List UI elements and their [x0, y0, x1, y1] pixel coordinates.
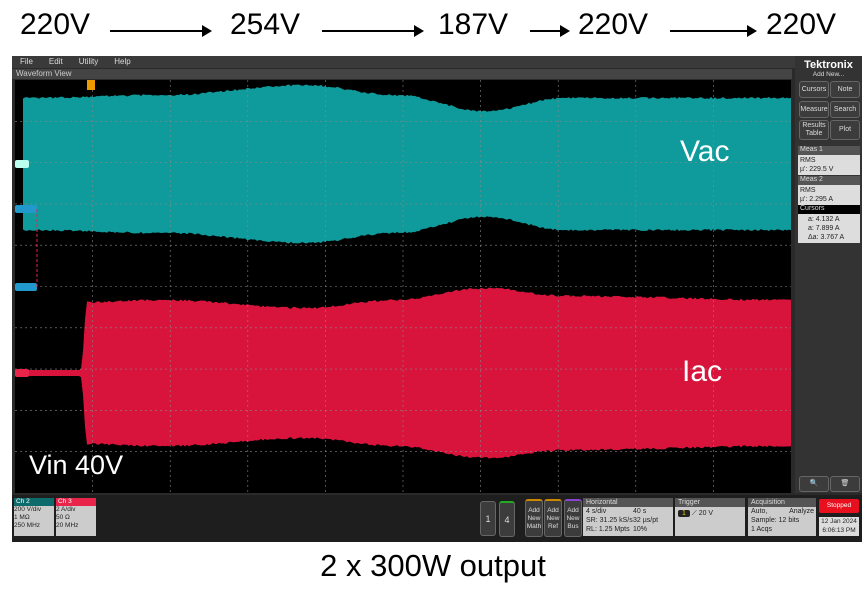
- note-button[interactable]: Note: [830, 81, 860, 98]
- trigger-panel[interactable]: Trigger 1 ⟋ 20 V: [675, 498, 745, 536]
- voltage-step-5: 220V: [766, 8, 836, 42]
- voltage-step-4: 220V: [578, 8, 648, 42]
- voltage-step-3: 187V: [438, 8, 508, 42]
- meas2-box[interactable]: RMS µ': 2.295 A: [798, 185, 860, 205]
- menu-utility[interactable]: Utility: [79, 57, 99, 66]
- channel-4-button[interactable]: 4: [499, 501, 515, 537]
- search-button[interactable]: Search: [830, 101, 860, 118]
- zoom-icon[interactable]: 🔍: [799, 476, 829, 492]
- cursor-a-value: a: 4.132 A: [808, 215, 858, 224]
- add-new-label: Add New...: [795, 71, 862, 78]
- voltage-step-2: 254V: [230, 8, 300, 42]
- arrow-icon: [530, 30, 568, 32]
- oscilloscope-screen: File Edit Utility Help Waveform View Vac Ia…: [12, 56, 862, 542]
- right-panel: Tektronix Add New... Cursors Note Measur…: [795, 56, 862, 493]
- meas1-value: µ': 229.5 V: [800, 165, 858, 174]
- trigger-source: 1: [678, 510, 690, 517]
- menu-file[interactable]: File: [20, 57, 33, 66]
- measure-button[interactable]: Measure: [799, 101, 829, 118]
- arrow-icon: [322, 30, 422, 32]
- vin-label: Vin 40V: [29, 450, 123, 481]
- waveform-plot[interactable]: Vac Iac Vin 40V: [15, 80, 791, 493]
- arrow-icon: [110, 30, 210, 32]
- iac-label: Iac: [682, 355, 722, 389]
- trigger-level: 20 V: [699, 510, 713, 517]
- ch2-waveform: [23, 85, 791, 244]
- ch3-badge[interactable]: Ch 32 A/div 50 Ω 20 MHz: [56, 498, 96, 536]
- add-math-button[interactable]: Add New Math: [525, 499, 543, 537]
- meas1-type: RMS: [800, 156, 858, 165]
- cursors-box[interactable]: a: 4.132 Aa: 7.899 A Δa: 3.767 A: [798, 214, 860, 243]
- vac-label: Vac: [680, 135, 729, 169]
- ch2-badge[interactable]: Ch 2 200 V/div 1 MΩ 250 MHz: [14, 498, 54, 536]
- acquisition-panel[interactable]: Acquisition Auto, Sample: 12 bits 1 Acqs A…: [748, 498, 816, 536]
- ch2-marker: [15, 160, 29, 168]
- menu-help[interactable]: Help: [114, 57, 130, 66]
- trash-icon[interactable]: 🗑: [830, 476, 860, 492]
- ch3-marker: [15, 369, 29, 377]
- waveform-svg: [15, 80, 791, 493]
- cursor-delta-value: Δa: 3.767 A: [808, 233, 858, 242]
- meas2-header[interactable]: Meas 2: [798, 176, 860, 185]
- cursor-b-marker: [15, 283, 37, 291]
- cursor-a-marker: [15, 205, 37, 213]
- menu-bar: File Edit Utility Help: [12, 56, 795, 68]
- results-table-button[interactable]: Results Table: [799, 120, 829, 140]
- trigger-marker: [87, 80, 95, 90]
- datetime: 12 Jan 2024 6:06:13 PM: [819, 517, 859, 536]
- meas1-box[interactable]: RMS µ': 229.5 V: [798, 155, 860, 175]
- tektronix-logo: Tektronix: [795, 59, 862, 71]
- ch3-waveform: [23, 287, 791, 458]
- plot-button[interactable]: Plot: [830, 120, 860, 140]
- stopped-button[interactable]: Stopped: [819, 499, 859, 513]
- cursors-button[interactable]: Cursors: [799, 81, 829, 98]
- add-bus-button[interactable]: Add New Bus: [564, 499, 582, 537]
- horizontal-panel[interactable]: Horizontal 4 s/div SR: 31.25 kS/s RL: 1.25…: [583, 498, 673, 536]
- meas1-header[interactable]: Meas 1: [798, 146, 860, 155]
- channel-1-button[interactable]: 1: [480, 501, 496, 536]
- meas2-type: RMS: [800, 186, 858, 195]
- waveform-view-title: Waveform View: [12, 69, 792, 79]
- caption: 2 x 300W output: [0, 548, 866, 584]
- add-ref-button[interactable]: Add New Ref: [544, 499, 562, 537]
- cursor-b-value: a: 7.899 A: [808, 224, 858, 233]
- cursors-header[interactable]: Cursors: [798, 205, 860, 214]
- voltage-step-1: 220V: [20, 8, 90, 42]
- bottom-bar: Ch 2 200 V/div 1 MΩ 250 MHz Ch 32 A/div 50 Ω…: [12, 495, 862, 542]
- meas2-value: µ': 2.295 A: [800, 195, 858, 204]
- arrow-icon: [670, 30, 755, 32]
- menu-edit[interactable]: Edit: [49, 57, 63, 66]
